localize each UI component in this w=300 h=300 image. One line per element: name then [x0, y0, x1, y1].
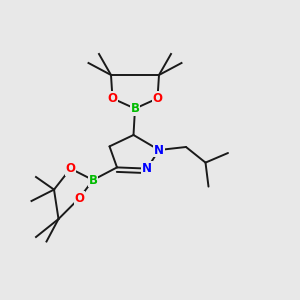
Text: O: O [152, 92, 163, 105]
Text: B: B [130, 102, 140, 115]
Text: B: B [88, 173, 98, 187]
Text: N: N [142, 162, 152, 175]
Text: O: O [107, 92, 118, 105]
Text: O: O [74, 191, 85, 205]
Text: O: O [65, 162, 76, 175]
Text: N: N [154, 143, 164, 157]
